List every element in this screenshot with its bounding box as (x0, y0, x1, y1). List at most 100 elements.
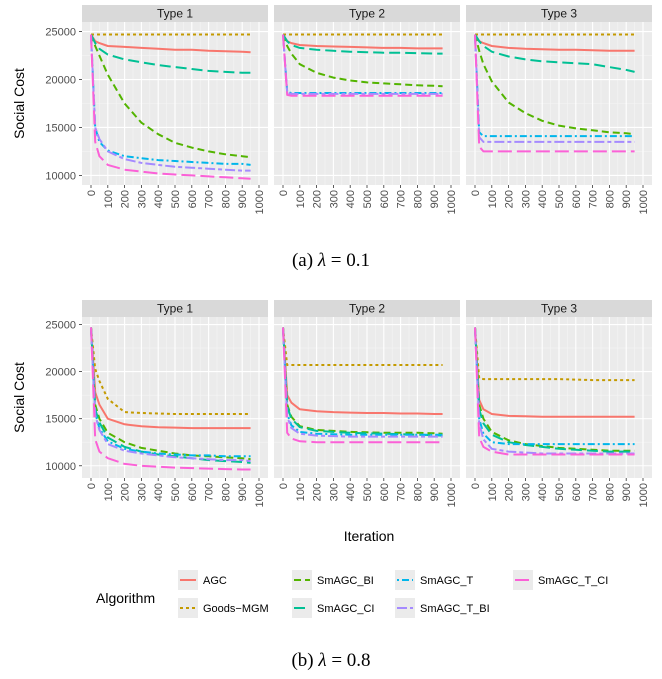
x-tick-label: 200 (120, 190, 132, 208)
x-tick-label: 200 (120, 483, 132, 501)
x-tick-label: 300 (328, 483, 340, 501)
x-tick-label: 100 (487, 483, 499, 501)
series-line (282, 327, 443, 436)
x-tick-label: 400 (153, 483, 165, 501)
series-line (282, 327, 443, 366)
series-line (90, 34, 251, 166)
x-tick-label: 800 (220, 190, 232, 208)
series-line (474, 34, 635, 136)
x-tick-label: 100 (487, 190, 499, 208)
facet-strip-label: Type 3 (541, 7, 577, 21)
y-tick-label: 20000 (45, 367, 76, 379)
x-tick-label: 500 (554, 483, 566, 501)
series-line (282, 327, 443, 438)
legend-title: Algorithm (96, 590, 155, 606)
x-tick-label: 700 (396, 483, 408, 501)
facet-strip (466, 300, 652, 317)
series-line (90, 327, 251, 464)
x-tick-label: 400 (537, 190, 549, 208)
legend-item: AGC (178, 570, 227, 590)
x-tick-label: 700 (588, 483, 600, 501)
legend: Algorithm AGC Goods−MGM SmAGC_BI SmAGC_CI SmA… (96, 570, 608, 618)
x-tick-label: 1000 (638, 483, 650, 507)
facet-3: Type 3 0 100 200 300 400 500 600 700 800 900 1000 (466, 5, 652, 214)
facet-3: Type 3 0 100 200 300 400 500 600 700 800 900 1000 (466, 300, 652, 507)
x-tick-label: 0 (86, 190, 98, 196)
legend-label: SmAGC_BI (317, 575, 374, 587)
facet-1: Type 1 0 100 200 300 400 500 600 700 800 900 1000 (82, 5, 268, 214)
series-line (282, 34, 443, 97)
facet-strip (274, 300, 460, 317)
x-tick-label: 600 (187, 190, 199, 208)
facet-strip-label: Type 3 (541, 302, 577, 316)
x-tick-label: 700 (396, 190, 408, 208)
series-line (474, 327, 635, 418)
facet-strip-label: Type 1 (157, 302, 193, 316)
x-tick-label: 500 (170, 190, 182, 208)
series-line (90, 327, 251, 463)
x-tick-label: 900 (237, 190, 249, 208)
y-tick-label: 10000 (45, 170, 76, 182)
facet-strip (82, 5, 268, 22)
series-line (282, 33, 443, 50)
series-line (90, 327, 251, 461)
x-tick-label: 200 (504, 190, 516, 208)
x-tick-label: 400 (345, 190, 357, 208)
x-tick-label: 100 (103, 483, 115, 501)
series-line (282, 327, 443, 437)
x-tick-label: 500 (362, 190, 374, 208)
legend-label: SmAGC_T_CI (538, 575, 608, 587)
series-line (282, 327, 443, 444)
x-tick-label: 600 (379, 190, 391, 208)
x-tick-label: 400 (345, 483, 357, 501)
legend-label: AGC (203, 575, 227, 587)
x-tick-label: 900 (621, 483, 633, 501)
series-line (474, 34, 635, 143)
x-tick-label: 900 (621, 190, 633, 208)
series-line (282, 34, 443, 95)
legend-label: SmAGC_T (420, 575, 473, 587)
caption-a: (a) λ = 0.1 (292, 250, 370, 271)
x-tick-label: 0 (278, 190, 290, 196)
x-tick-label: 300 (520, 483, 532, 501)
x-tick-label: 300 (136, 190, 148, 208)
legend-item: SmAGC_T_CI (513, 570, 608, 590)
series-line (90, 327, 251, 415)
x-tick-label: 200 (312, 483, 324, 501)
x-tick-label: 900 (429, 190, 441, 208)
legend-item: SmAGC_T (395, 570, 473, 590)
x-tick-label: 0 (278, 483, 290, 489)
series-line (90, 33, 251, 54)
x-tick-label: 1000 (446, 190, 458, 214)
y-tick-label: 25000 (45, 27, 76, 39)
x-tick-label: 500 (170, 483, 182, 501)
legend-item: SmAGC_CI (292, 598, 374, 618)
x-tick-label: 1000 (254, 483, 266, 507)
y-tick-label: 10000 (45, 461, 76, 473)
x-tick-label: 1000 (638, 190, 650, 214)
x-tick-label: 700 (204, 483, 216, 501)
x-axis-title: Iteration (344, 528, 395, 544)
facet-strip-label: Type 2 (349, 7, 385, 21)
legend-item: SmAGC_T_BI (395, 598, 490, 618)
y-axis-title: Social Cost (11, 68, 27, 139)
series-line (90, 34, 251, 74)
x-tick-label: 300 (520, 190, 532, 208)
series-line (90, 327, 251, 471)
facet-strip (466, 5, 652, 22)
series-line (90, 327, 251, 430)
series-line (474, 34, 635, 153)
y-tick-label: 15000 (45, 122, 76, 134)
x-tick-label: 200 (504, 483, 516, 501)
x-tick-label: 100 (295, 190, 307, 208)
legend-label: SmAGC_T_BI (420, 603, 490, 615)
x-tick-label: 900 (429, 483, 441, 501)
x-tick-label: 800 (412, 483, 424, 501)
x-tick-label: 300 (136, 483, 148, 501)
chart-panel-a: Type 10 100 200 300 400 500 600 700 800 900 1000Ty… (11, 5, 652, 214)
series-line (474, 327, 635, 453)
x-tick-label: 100 (103, 190, 115, 208)
y-tick-label: 25000 (45, 320, 76, 332)
x-tick-label: 700 (204, 190, 216, 208)
facet-strip (82, 300, 268, 317)
